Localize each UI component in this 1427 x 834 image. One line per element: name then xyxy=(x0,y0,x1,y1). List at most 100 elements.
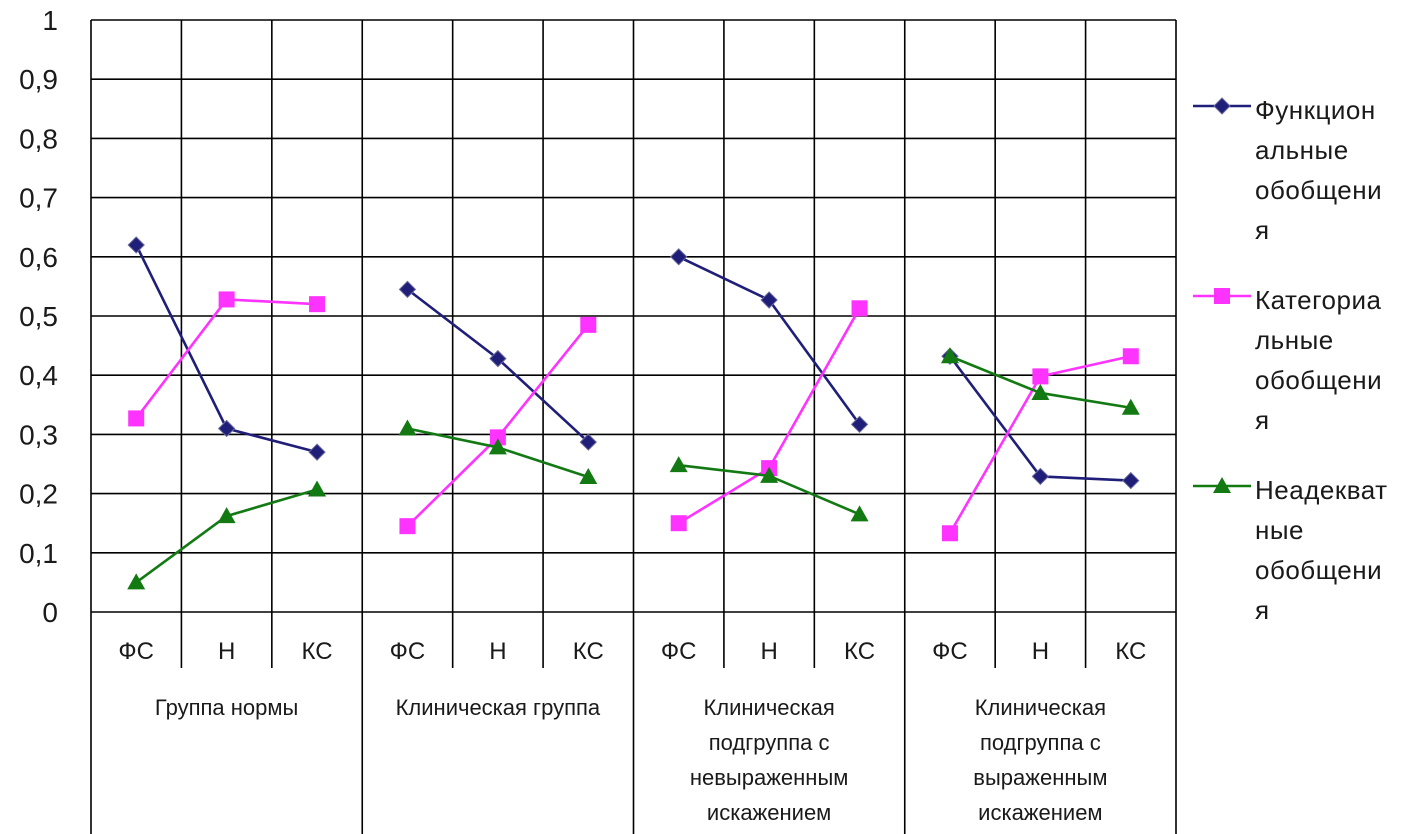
group-label: подгруппа с xyxy=(980,730,1101,755)
y-tick-label: 1 xyxy=(42,5,58,36)
x-tick-label: Н xyxy=(218,638,235,665)
group-label: Клиническая группа xyxy=(396,695,601,720)
group-label: искажением xyxy=(978,800,1102,825)
data-point-diamond xyxy=(1213,97,1231,115)
data-point-triangle xyxy=(217,507,236,524)
data-point-square xyxy=(489,429,506,446)
data-point-triangle xyxy=(1121,398,1140,415)
group-label: искажением xyxy=(707,800,831,825)
legend-swatch xyxy=(1193,288,1251,304)
y-tick-label: 0,8 xyxy=(19,123,58,154)
data-point-triangle xyxy=(760,466,779,483)
x-tick-label: ФС xyxy=(390,638,426,665)
x-tick-label: ФС xyxy=(118,638,154,665)
x-tick-label: Н xyxy=(760,638,777,665)
legend-label: Категориа льные обобщени я xyxy=(1255,280,1420,440)
data-point-square xyxy=(851,300,868,317)
data-point-square xyxy=(670,515,687,532)
data-point-diamond xyxy=(1122,471,1140,490)
data-point-triangle xyxy=(398,419,417,436)
legend-label-line: Неадекват xyxy=(1255,475,1388,505)
series-line-segment xyxy=(678,255,861,426)
series-line-segment xyxy=(135,488,318,584)
y-tick-label: 0,3 xyxy=(19,419,58,450)
data-point-square xyxy=(128,410,145,427)
y-tick-label: 0,9 xyxy=(19,64,58,95)
y-tick-label: 0,7 xyxy=(19,183,58,214)
y-tick-label: 0 xyxy=(42,597,58,628)
data-point-triangle xyxy=(850,505,869,522)
data-point-diamond xyxy=(127,236,145,254)
data-point-diamond xyxy=(398,280,417,299)
series-square xyxy=(128,291,1139,542)
x-tick-label: КС xyxy=(573,638,604,665)
series-triangle xyxy=(127,347,1140,590)
x-tick-label: ФС xyxy=(932,638,968,665)
data-point-diamond xyxy=(760,291,778,309)
data-point-square xyxy=(580,316,597,333)
group-label: выраженным xyxy=(973,765,1107,790)
data-point-triangle xyxy=(127,573,146,590)
group-label: Клиническая xyxy=(975,695,1106,720)
data-point-square xyxy=(399,518,416,535)
y-tick-label: 0,6 xyxy=(19,242,58,273)
data-point-triangle xyxy=(579,468,598,485)
data-point-square xyxy=(1122,348,1139,365)
data-point-square xyxy=(1032,368,1049,385)
data-point-diamond xyxy=(217,419,236,438)
group-label: Клиническая xyxy=(703,695,834,720)
data-point-diamond xyxy=(1031,467,1050,486)
legend-label-line: я xyxy=(1255,215,1270,245)
legend-item: Категориа льные обобщени я xyxy=(1193,280,1423,440)
grid xyxy=(90,19,1177,613)
data-point-diamond xyxy=(308,443,326,461)
x-tick-label: КС xyxy=(302,638,333,665)
x-tick-label: КС xyxy=(844,638,875,665)
legend-label-line: обобщени xyxy=(1255,365,1383,395)
legend-label-line: обобщени xyxy=(1255,175,1383,205)
y-tick-label: 0,4 xyxy=(19,360,58,391)
legend-label-line: альные xyxy=(1255,135,1349,165)
legend: Функцион альные обобщени я Категориа льные обо… xyxy=(1193,90,1423,660)
data-point-diamond xyxy=(850,415,869,434)
axes: 0 0,1 0,2 0,3 0,4 0,5 0,6 0,7 0,8 0,9 1 ФС Н КС ФС Н КС Ф… xyxy=(19,5,1177,834)
series-lines xyxy=(127,236,1140,590)
legend-swatch xyxy=(1193,477,1251,493)
data-point-square xyxy=(218,291,235,308)
legend-label-line: Категориа xyxy=(1255,285,1382,315)
data-point-triangle xyxy=(1213,477,1231,493)
data-point-diamond xyxy=(579,433,597,451)
group-label: невыраженным xyxy=(690,765,849,790)
data-point-triangle xyxy=(1031,383,1050,400)
series-line-segment xyxy=(135,298,318,420)
legend-item: Функцион альные обобщени я xyxy=(1193,90,1423,250)
data-point-square xyxy=(1214,288,1230,304)
legend-label-line: я xyxy=(1255,595,1270,625)
x-tick-label: Н xyxy=(489,638,506,665)
x-tick-label: ФС xyxy=(661,638,697,665)
legend-label-line: Функцион xyxy=(1255,95,1376,125)
data-point-triangle xyxy=(308,480,327,497)
legend-label-line: обобщени xyxy=(1255,555,1383,585)
data-point-square xyxy=(941,525,958,542)
series-line-segment xyxy=(678,307,861,525)
group-label: подгруппа с xyxy=(709,730,830,755)
data-point-diamond xyxy=(489,349,507,368)
data-point-diamond xyxy=(670,248,688,266)
x-tick-label: Н xyxy=(1032,638,1049,665)
legend-item: Неадекват ные обобщени я xyxy=(1193,470,1423,630)
legend-label-line: льные xyxy=(1255,325,1334,355)
data-point-triangle xyxy=(669,456,688,473)
data-point-triangle xyxy=(488,438,507,455)
legend-label: Неадекват ные обобщени я xyxy=(1255,470,1420,630)
data-point-square xyxy=(309,296,326,313)
legend-swatch xyxy=(1193,97,1251,115)
x-tick-label: КС xyxy=(1115,638,1146,665)
y-tick-label: 0,2 xyxy=(19,479,58,510)
y-tick-label: 0,1 xyxy=(19,538,58,569)
legend-label-line: ные xyxy=(1255,515,1305,545)
legend-label: Функцион альные обобщени я xyxy=(1255,90,1420,250)
data-point-triangle xyxy=(940,347,959,364)
series-diamond xyxy=(127,236,1140,490)
